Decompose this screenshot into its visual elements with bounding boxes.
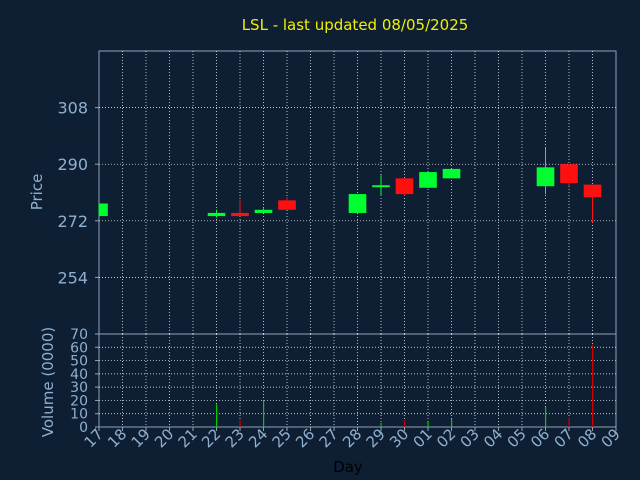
volume-ytick-label: 0 — [79, 420, 88, 436]
x-tick-label: 07 — [551, 425, 577, 451]
volume-bar — [568, 417, 570, 427]
x-tick-label: 03 — [457, 425, 483, 451]
x-tick-label: 28 — [339, 425, 365, 451]
volume-panel-frame — [98, 333, 617, 428]
volume-ytick-label: 60 — [70, 340, 88, 356]
volume-ytick-label: 50 — [70, 354, 88, 370]
x-tick-label: 24 — [245, 425, 271, 451]
x-tick-label: 23 — [222, 425, 248, 451]
volume-ytick-label: 70 — [70, 327, 88, 343]
volume-bar — [451, 419, 453, 427]
candle-body — [99, 203, 108, 217]
x-tick-label: 18 — [104, 425, 130, 451]
price-ytick-label: 254 — [57, 268, 88, 287]
x-tick-label: 29 — [363, 425, 389, 451]
volume-ytick-label: 30 — [70, 380, 88, 396]
candle-body — [254, 209, 273, 213]
x-tick-label: 27 — [316, 425, 342, 451]
volume-bar — [592, 344, 594, 427]
x-tick-label: 02 — [433, 425, 459, 451]
x-tick-label: 09 — [598, 425, 624, 451]
candle-body — [395, 178, 414, 195]
volume-ytick-label: 20 — [70, 393, 88, 409]
x-tick-label: 19 — [128, 425, 154, 451]
volume-bar — [404, 420, 406, 427]
candle-body — [348, 194, 367, 213]
candle-body — [560, 164, 578, 184]
volume-bar — [380, 423, 382, 427]
candle-body — [231, 212, 249, 217]
x-tick-label: 30 — [386, 425, 412, 451]
x-tick-label: 22 — [198, 425, 224, 451]
price-ytick-label: 272 — [57, 212, 88, 231]
candle-body — [419, 172, 437, 188]
x-tick-label: 08 — [574, 425, 600, 451]
x-tick-label: 26 — [292, 425, 318, 451]
candle-body — [372, 185, 390, 188]
candle-body — [536, 167, 555, 187]
x-tick-label: 20 — [151, 425, 177, 451]
x-tick-label: 21 — [175, 425, 201, 451]
volume-bar — [216, 404, 218, 427]
candle-body — [278, 200, 296, 210]
volume-bar — [239, 420, 241, 427]
candle-body — [207, 212, 226, 217]
x-tick-label: 01 — [410, 425, 436, 451]
volume-bar — [427, 421, 429, 427]
x-tick-label: 25 — [269, 425, 295, 451]
price-ytick-label: 308 — [57, 99, 88, 118]
price-ytick-label: 290 — [57, 155, 88, 174]
candle-body — [442, 168, 461, 179]
x-tick-label: 05 — [504, 425, 530, 451]
volume-bar — [545, 407, 547, 427]
volume-ytick-label: 10 — [70, 407, 88, 423]
price-axis-label: Price — [28, 174, 46, 211]
volume-bar — [263, 400, 265, 427]
candle-body — [583, 184, 602, 198]
volume-ytick-label: 40 — [70, 367, 88, 383]
volume-axis-label: Volume (0000) — [39, 327, 57, 437]
x-axis-label: Day — [333, 458, 363, 476]
x-tick-label: 06 — [527, 425, 553, 451]
x-tick-label: 04 — [480, 425, 506, 451]
chart-title: LSL - last updated 08/05/2025 — [242, 16, 469, 34]
